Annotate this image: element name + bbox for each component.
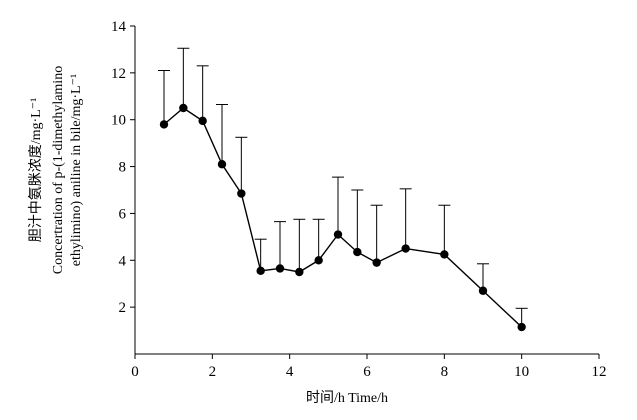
y-tick-label: 2 [119, 300, 127, 316]
data-point [372, 258, 381, 267]
y-tick-label: 12 [111, 66, 126, 82]
data-point [333, 230, 343, 239]
y-tick-label: 4 [119, 253, 127, 269]
data-point [217, 160, 227, 169]
data-point [256, 266, 265, 276]
x-tick-label: 10 [514, 364, 529, 380]
y-tick-label: 6 [119, 206, 127, 222]
data-points [159, 103, 526, 332]
series-line [163, 107, 523, 328]
data-point [295, 267, 304, 277]
data-point [440, 250, 449, 259]
data-point [353, 247, 362, 257]
y-tick-label: 10 [111, 113, 126, 129]
y-axis-title-line: Concertration of p-(1-dimethylamino [51, 66, 66, 274]
x-axis-title: 时间/h Time/h [306, 390, 388, 406]
data-point [159, 120, 169, 129]
y-axis-title-line: ethylimino) aniline in bile/mg·L⁻¹ [69, 74, 84, 266]
y-tick-label: 8 [119, 160, 127, 176]
data-point [314, 256, 323, 265]
series-line-group [163, 107, 523, 328]
error-bars [158, 47, 528, 328]
data-point [517, 322, 526, 332]
y-axis-title-line: 胆汁中氨脒浓度/mg·L⁻¹ [28, 98, 44, 243]
data-point [275, 264, 285, 273]
x-tick-label: 2 [209, 364, 217, 380]
data-point [478, 286, 488, 295]
data-point [401, 244, 410, 253]
data-point [237, 189, 246, 198]
x-tick-label: 0 [131, 364, 139, 380]
axis-labels: 0 2 4 6 8 10 12 2 4 6 8 10 12 14 时间/h Time/h 胆汁中氨脒浓度/mg… [28, 19, 607, 406]
axes [130, 25, 600, 359]
data-point [179, 103, 188, 113]
x-tick-label: 4 [286, 364, 294, 380]
y-tick-label: 14 [111, 19, 127, 35]
x-tick-label: 8 [441, 364, 449, 380]
x-tick-label: 6 [363, 364, 371, 380]
x-tick-label: 12 [592, 364, 607, 380]
data-point [198, 116, 207, 126]
